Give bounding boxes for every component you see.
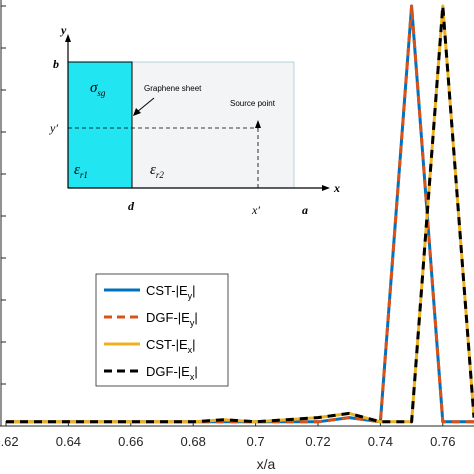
legend-label-1: CST-|Ey|: [146, 283, 196, 301]
inset-graphene-arrowhead: [133, 108, 141, 116]
inset-label-eps2: εr2: [150, 162, 164, 180]
x-tick-label: 0.74: [368, 434, 393, 449]
inset-label-x: x: [333, 181, 340, 195]
inset-graphene-pointer: [136, 97, 155, 113]
series-layer: [6, 4, 474, 424]
inset-label-d: d: [128, 199, 135, 213]
x-tick-label: 0.72: [305, 434, 330, 449]
inset-y-arrow: [65, 34, 71, 42]
x-tick-label: 0.66: [118, 434, 143, 449]
inset-label-x-prime: x′: [251, 203, 260, 217]
x-tick-label: 0.68: [181, 434, 206, 449]
legend-label-4: DGF-|Ex|: [146, 364, 198, 382]
legend: CST-|Ey| DGF-|Ey| CST-|Ex| DGF-|Ex|: [95, 273, 229, 387]
x-tick-label: 0.76: [430, 434, 455, 449]
legend-entries: CST-|Ey| DGF-|Ey| CST-|Ex| DGF-|Ex|: [104, 283, 198, 382]
legend-box: [95, 273, 229, 387]
inset-label-source: Source point: [230, 99, 276, 108]
inset-source-arrow: [255, 120, 261, 128]
legend-label-3: CST-|Ex|: [146, 337, 196, 355]
x-tick-label: 0.64: [56, 434, 81, 449]
inset-label-eps1: εr1: [74, 162, 88, 180]
x-ticks: 0.62 0.64 0.66 0.68 0.7 0.72 0.74 0.76: [0, 421, 455, 449]
inset-label-sigma: σsg: [90, 80, 106, 98]
inset-diagram: y x b y′ d x′ a σsg εr1 εr2 Graphene she…: [49, 23, 340, 217]
inset-label-b: b: [53, 57, 59, 71]
inset-region-2: [131, 61, 295, 189]
inset-region-1: [67, 61, 133, 189]
x-tick-label: 0.7: [247, 434, 265, 449]
inset-label-y: y: [59, 23, 67, 37]
y-ticks: [1, 5, 6, 427]
inset-x-arrow: [322, 185, 330, 191]
x-tick-label: 0.62: [0, 434, 19, 449]
series-line-4: [6, 4, 474, 424]
inset-label-graphene: Graphene sheet: [144, 84, 202, 93]
inset-label-y-prime: y′: [49, 121, 58, 135]
x-axis-label: x/a: [257, 456, 276, 472]
legend-label-2: DGF-|Ey|: [146, 310, 198, 328]
inset-label-a: a: [302, 203, 308, 217]
